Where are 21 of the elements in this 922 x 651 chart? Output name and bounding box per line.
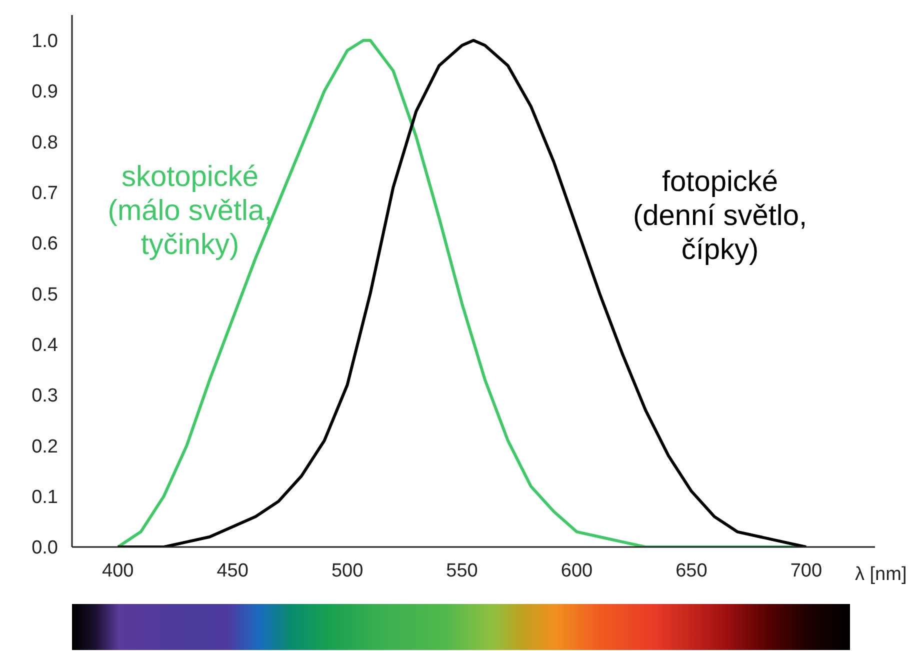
- series-label: fotopické (denní světlo, čípky): [632, 165, 808, 267]
- y-tick-label: 0.4: [32, 335, 58, 356]
- x-tick-label: 400: [102, 560, 134, 582]
- y-tick-label: 0.9: [32, 82, 58, 103]
- y-tick-label: 1.0: [32, 31, 58, 52]
- y-tick-label: 0.5: [32, 284, 58, 306]
- y-tick-label: 0.8: [32, 132, 58, 154]
- x-axis-title: λ [nm]: [855, 564, 907, 585]
- x-tick-label: 500: [331, 560, 364, 582]
- x-tick-label: 650: [676, 560, 708, 582]
- series-label: skotopické (málo světla, tyčinky): [106, 160, 274, 262]
- y-tick-label: 0.6: [32, 234, 58, 255]
- y-tick-label: 0.2: [32, 436, 58, 458]
- y-tick-label: 0.7: [32, 183, 58, 204]
- y-tick-label: 0.0: [32, 538, 58, 559]
- x-tick-label: 550: [446, 560, 478, 582]
- y-tick-label: 0.1: [32, 487, 58, 508]
- y-tick-label: 0.3: [32, 386, 58, 407]
- x-tick-label: 700: [790, 560, 822, 582]
- x-tick-label: 450: [216, 560, 248, 582]
- x-tick-label: 600: [560, 560, 593, 582]
